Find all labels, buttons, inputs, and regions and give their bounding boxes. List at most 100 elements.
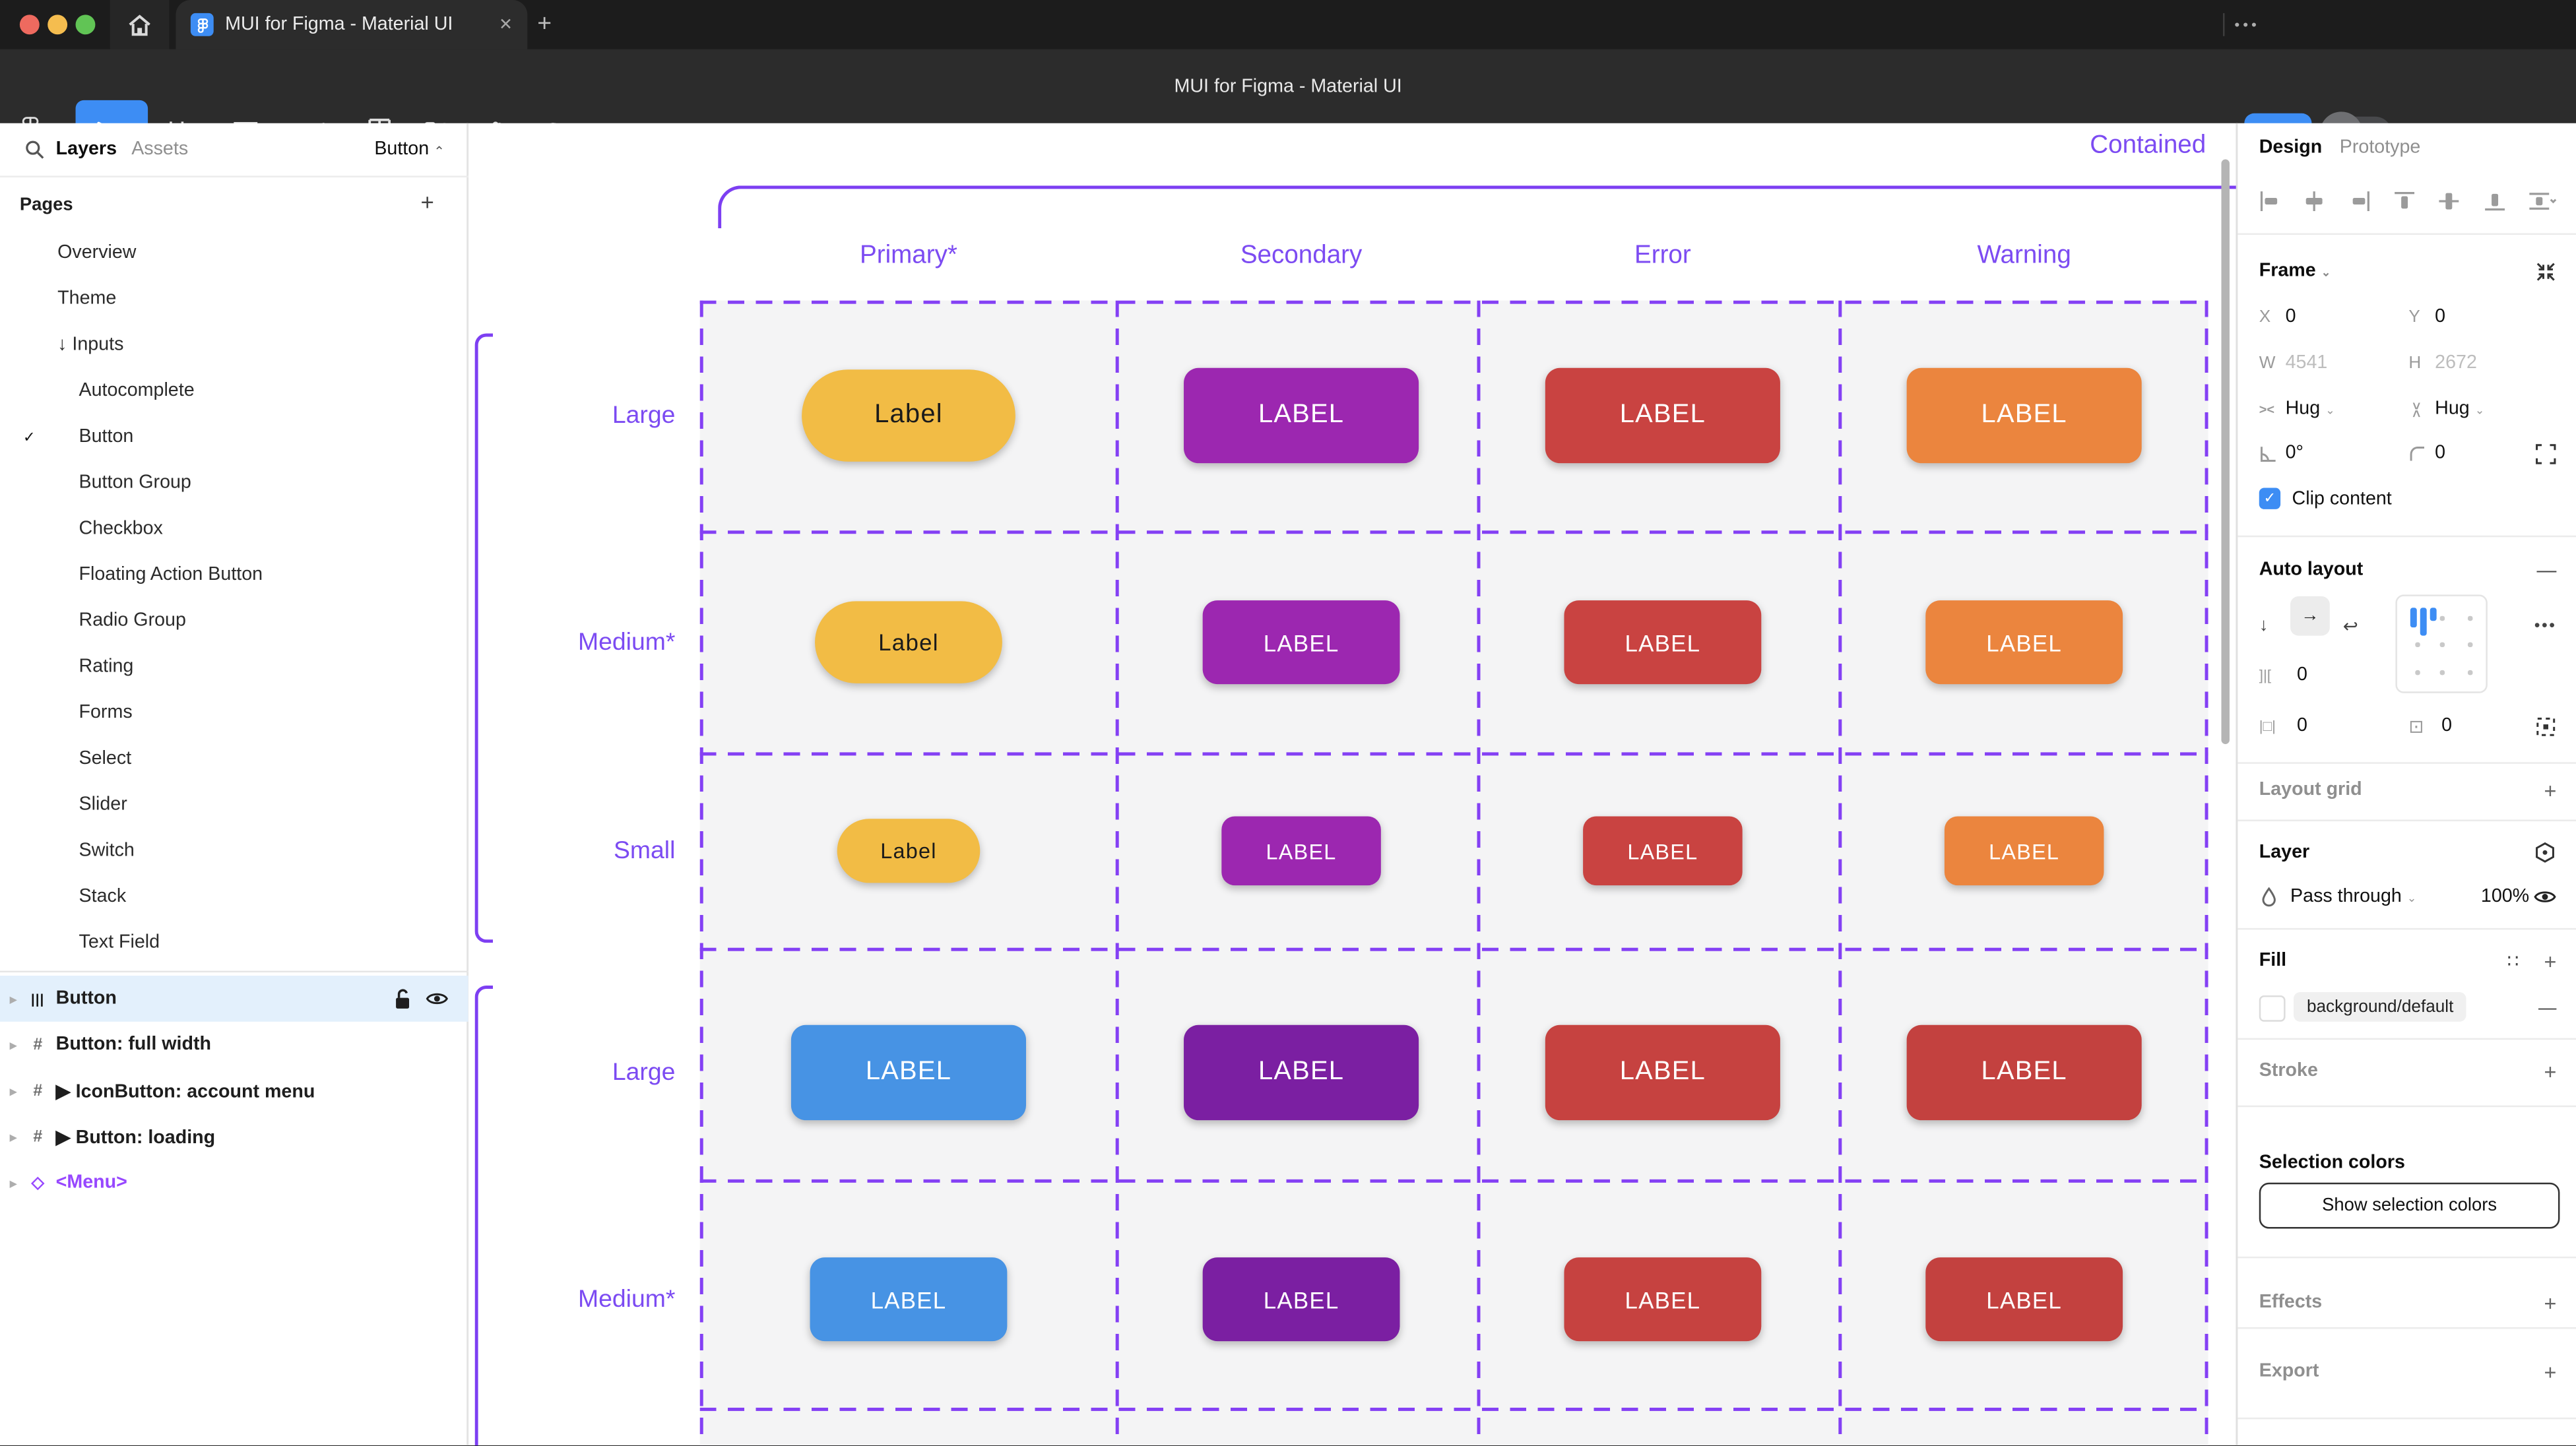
new-tab-button[interactable]: +	[537, 9, 552, 38]
frame-title[interactable]: Contained	[2090, 131, 2206, 160]
auto-layout-alignment-box[interactable]	[2395, 594, 2488, 693]
hug-horizontal-value[interactable]: Hug ⌄	[2285, 399, 2335, 419]
layer-row[interactable]: ▸ ||| Button	[0, 976, 468, 1022]
button-component[interactable]: LABEL	[1202, 600, 1400, 685]
blend-mode-value[interactable]: Pass through ⌄	[2290, 887, 2417, 907]
page-item[interactable]: Autocomplete	[0, 368, 468, 414]
page-item[interactable]: Floating Action Button	[0, 552, 468, 598]
add-export-icon[interactable]: +	[2544, 1359, 2557, 1384]
fill-style-name[interactable]: background/default	[2294, 991, 2467, 1022]
layer-visible-eye-icon[interactable]	[2534, 889, 2557, 905]
add-page-button[interactable]: +	[420, 189, 434, 216]
page-item[interactable]: Theme	[0, 276, 468, 322]
button-component[interactable]: LABEL	[1906, 367, 2142, 464]
page-item[interactable]: Slider	[0, 782, 468, 828]
button-component[interactable]: LABEL	[1545, 1024, 1780, 1121]
auto-layout-more-icon[interactable]: •••	[2534, 616, 2557, 635]
page-item[interactable]: Overview	[0, 230, 468, 276]
collapse-panel-icon[interactable]	[2535, 261, 2556, 282]
button-component[interactable]: LABEL	[1925, 1257, 2123, 1342]
add-fill-icon[interactable]: +	[2544, 948, 2557, 974]
distribute-icon[interactable]	[2528, 190, 2557, 211]
fill-styles-icon[interactable]: ∷	[2507, 951, 2519, 972]
expand-caret-icon[interactable]: ▸	[9, 1129, 16, 1145]
wrap-icon[interactable]: ↩	[2342, 616, 2358, 637]
traffic-light-close[interactable]	[19, 15, 40, 35]
tab-layers[interactable]: Layers	[55, 139, 117, 160]
align-top-icon[interactable]	[2394, 190, 2415, 211]
file-tab[interactable]: MUI for Figma - Material UI ✕	[176, 0, 528, 49]
button-component[interactable]: Label	[815, 601, 1002, 683]
layer-row[interactable]: ▸ # ▶ IconButton: account menu	[0, 1068, 468, 1114]
button-component[interactable]: LABEL	[1564, 1257, 1762, 1342]
width-value[interactable]: 4541	[2285, 353, 2328, 373]
page-item[interactable]: ↓ Inputs	[0, 322, 468, 368]
button-component[interactable]: LABEL	[1184, 1024, 1419, 1121]
independent-corners-icon[interactable]	[2535, 443, 2556, 464]
layer-row[interactable]: ▸ # Button: full width	[0, 1022, 468, 1068]
window-more-menu[interactable]: •••	[2234, 16, 2260, 33]
add-stroke-icon[interactable]: +	[2544, 1058, 2557, 1084]
button-component[interactable]: Label	[837, 819, 981, 883]
current-page-selector[interactable]: Button ⌄	[374, 139, 445, 160]
remove-fill-icon[interactable]: —	[2538, 998, 2557, 1019]
canvas[interactable]: Contained Primary* Secondary Error Warning …	[468, 123, 2236, 1446]
button-component[interactable]: LABEL	[1202, 1257, 1400, 1342]
remove-auto-layout-icon[interactable]: —	[2536, 558, 2557, 582]
corner-radius-value[interactable]: 0	[2435, 443, 2446, 464]
layer-row[interactable]: ▸ ◇ <Menu>	[0, 1160, 468, 1206]
gap-value[interactable]: 0	[2297, 665, 2307, 685]
page-item[interactable]: ✓ Button	[0, 414, 468, 460]
traffic-light-zoom[interactable]	[75, 15, 96, 35]
expand-caret-icon[interactable]: ▸	[9, 1175, 16, 1191]
individual-padding-icon[interactable]	[2535, 715, 2556, 736]
page-item[interactable]: Stack	[0, 874, 468, 920]
page-item[interactable]: Select	[0, 736, 468, 782]
search-icon[interactable]	[24, 140, 44, 160]
button-component[interactable]: LABEL	[1944, 816, 2104, 886]
tab-assets[interactable]: Assets	[131, 139, 189, 160]
add-layout-grid-icon[interactable]: +	[2544, 778, 2557, 803]
layer-row[interactable]: ▸ # ▶ Button: loading	[0, 1114, 468, 1160]
button-component[interactable]: LABEL	[1545, 367, 1780, 464]
page-item[interactable]: Checkbox	[0, 506, 468, 552]
button-component[interactable]: LABEL	[1906, 1024, 2142, 1121]
fill-color-swatch[interactable]	[2259, 995, 2286, 1022]
tab-design[interactable]: Design	[2259, 138, 2323, 158]
expand-caret-icon[interactable]: ▸	[9, 991, 16, 1007]
height-value[interactable]: 2672	[2435, 353, 2477, 373]
x-value[interactable]: 0	[2285, 307, 2296, 327]
align-right-icon[interactable]	[2349, 190, 2370, 211]
clip-content-label[interactable]: Clip content	[2292, 489, 2392, 509]
expand-caret-icon[interactable]: ▸	[9, 1037, 16, 1052]
frame-section-title[interactable]: Frame ⌄	[2259, 261, 2331, 281]
show-selection-colors-button[interactable]: Show selection colors	[2259, 1182, 2560, 1229]
visible-eye-icon[interactable]	[426, 990, 449, 1007]
hug-vertical-value[interactable]: Hug ⌄	[2435, 399, 2485, 419]
padding-horizontal-value[interactable]: 0	[2297, 716, 2307, 736]
align-bottom-icon[interactable]	[2484, 190, 2505, 211]
button-component[interactable]: LABEL	[1925, 600, 2123, 685]
y-value[interactable]: 0	[2435, 307, 2446, 327]
button-component[interactable]: LABEL	[1221, 816, 1381, 886]
expand-caret-icon[interactable]: ▸	[9, 1083, 16, 1098]
tab-prototype[interactable]: Prototype	[2339, 138, 2421, 158]
canvas-scrollbar[interactable]	[2221, 159, 2230, 744]
align-v-center-icon[interactable]	[2439, 190, 2460, 211]
page-item[interactable]: Button Group	[0, 460, 468, 506]
button-component[interactable]: LABEL	[1583, 816, 1743, 886]
button-component[interactable]: LABEL	[810, 1257, 1008, 1342]
page-item[interactable]: Switch	[0, 828, 468, 874]
align-left-icon[interactable]	[2259, 190, 2280, 211]
page-item[interactable]: Radio Group	[0, 598, 468, 644]
button-component[interactable]: LABEL	[1184, 367, 1419, 464]
traffic-light-minimize[interactable]	[48, 15, 68, 35]
home-tab[interactable]	[110, 0, 170, 49]
direction-down-icon[interactable]: ↓	[2259, 615, 2269, 636]
page-item[interactable]: Text Field	[0, 920, 468, 966]
rotation-value[interactable]: 0°	[2285, 443, 2303, 464]
button-component[interactable]: LABEL	[790, 1024, 1027, 1121]
clip-content-checkbox[interactable]: ✓	[2259, 487, 2281, 509]
opacity-value[interactable]: 100%	[2480, 887, 2530, 907]
unlock-icon[interactable]	[395, 988, 412, 1009]
